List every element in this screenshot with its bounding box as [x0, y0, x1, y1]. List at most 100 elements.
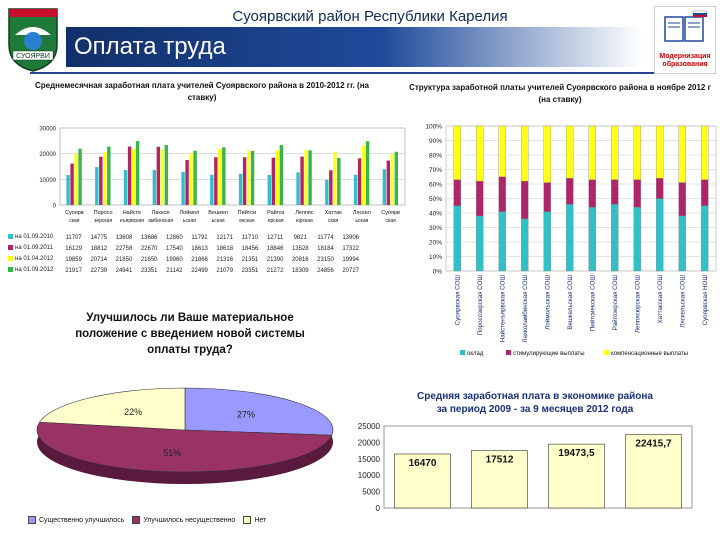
x-tick-label: Вешкельская СОШ [567, 275, 574, 330]
bar [279, 145, 284, 205]
table-cell: 18613 [191, 245, 208, 252]
bar [160, 149, 165, 205]
pie-legend-item: Улучшилось несущественно [132, 516, 235, 524]
bar [325, 179, 329, 205]
chart1-title: Среднемесячная заработная плата учителей… [34, 81, 369, 102]
bar [107, 146, 111, 205]
bar [394, 453, 451, 509]
table-cell: 13608 [115, 234, 133, 241]
table-cell: 20727 [342, 267, 359, 274]
bar-value-label: 17512 [486, 455, 514, 466]
table-cell: 11791 [191, 234, 208, 241]
table-cell: 21272 [266, 267, 284, 274]
x-tick-label: амбинская [148, 218, 173, 224]
bar [394, 151, 399, 205]
pie-slice [39, 387, 186, 431]
stacked-bar-segment [566, 178, 574, 205]
x-tick-label: ьская [212, 218, 225, 224]
pie-legend-swatch [132, 516, 141, 524]
x-tick-label: Поросозерская СОШ [477, 275, 484, 336]
stacked-bar-segment [453, 125, 461, 180]
chart4-title-line-2: за период 2009 - за 9 месяцев 2012 года [436, 404, 634, 415]
stacked-bar-segment [588, 179, 596, 208]
stacked-bar-segment [476, 125, 484, 182]
pie-question-line-2: положение с введением новой системы [75, 328, 305, 340]
table-cell: 13528 [291, 245, 309, 252]
bar [99, 156, 103, 205]
pie-slice [184, 387, 334, 436]
x-tick-label: Суоярвская СОШ [454, 275, 461, 326]
stacked-bar-segment [656, 198, 664, 272]
bar [123, 170, 128, 205]
table-row-label: на 01.09.2010 [8, 232, 61, 243]
bar [164, 145, 169, 205]
bar [333, 151, 337, 205]
table-cell: 21866 [191, 256, 208, 263]
stacked-bar-segment [678, 125, 686, 183]
x-tick-label: ьская [183, 218, 196, 224]
series-label: на 01.09.2010 [15, 234, 54, 241]
stacked-bar-segment [633, 179, 641, 208]
logo-text: СУОЯРВИ [16, 53, 50, 60]
satisfaction-pie-chart: 27% 51% 22% [36, 387, 334, 484]
x-tick-label: Лахколамбинская СОШ [522, 275, 529, 343]
table-cell: 16129 [65, 245, 82, 252]
y-tick-label: 30000 [39, 127, 56, 133]
table-cell: 11774 [317, 234, 334, 241]
table-cell: 19859 [65, 256, 82, 263]
y-tick-label: 20% [429, 240, 442, 247]
table-cell: 20816 [291, 256, 309, 263]
x-tick-label: Леппясюрская СОШ [634, 275, 641, 333]
x-tick-label: Найстенъярвская СОШ [499, 275, 506, 343]
stacked-bar-segment [543, 182, 551, 212]
stacked-bar-segment [656, 125, 664, 179]
plot-area [59, 127, 406, 206]
bar [156, 146, 161, 205]
bar-value-label: 19473,5 [558, 448, 595, 459]
pie-legend-swatch [28, 516, 36, 524]
legend-swatch [506, 350, 511, 355]
bar [361, 145, 366, 205]
bar [308, 150, 312, 205]
chart4-title: Средняя заработная плата в экономике рай… [380, 390, 690, 416]
x-tick-label: Ляскельская СОШ [679, 275, 686, 328]
bar [135, 140, 140, 205]
book-icon [664, 10, 708, 42]
bar [548, 443, 605, 509]
bar [337, 158, 341, 205]
stacked-bar-segment [521, 180, 529, 219]
series-swatch [8, 234, 13, 240]
bar [386, 160, 391, 205]
modernization-logo-text: Модернизация образования [659, 53, 711, 68]
table-cell: 22739 [90, 267, 108, 274]
legend-label: компенсационные выплаты [611, 351, 688, 357]
x-tick-label: ерская [268, 218, 284, 224]
table-cell: 23351 [140, 267, 158, 274]
table-cell: 12171 [216, 234, 234, 241]
stacked-bar-segment [566, 204, 574, 272]
series-swatch [8, 267, 13, 273]
table-cell: 11710 [241, 234, 259, 241]
stacked-bar-segment [588, 125, 596, 180]
bar [181, 171, 185, 205]
table-cell: 11707 [65, 234, 82, 241]
bar [250, 150, 255, 205]
pie-legend-item: Нет [243, 516, 266, 524]
stacked-bar-segment [701, 179, 709, 206]
y-tick-label: 0 [53, 204, 57, 210]
bar [271, 157, 276, 205]
stacked-bar-segment [453, 205, 461, 272]
pie-slice-label: 27% [237, 410, 255, 420]
bar-value-label: 22415,7 [635, 438, 672, 449]
modernization-logo: Модернизация образования [654, 6, 716, 74]
bar [267, 174, 272, 205]
table-cell: 12711 [266, 234, 284, 241]
x-tick-label: Хаттакская СОШ [657, 275, 664, 324]
bar [222, 147, 226, 205]
pie-legend-item: Существенно улучшилось [28, 516, 124, 524]
stacked-bar-segment [566, 125, 574, 179]
bar [471, 450, 528, 509]
table-cell: 22758 [115, 245, 133, 252]
bar [74, 154, 78, 205]
bar [275, 150, 280, 205]
